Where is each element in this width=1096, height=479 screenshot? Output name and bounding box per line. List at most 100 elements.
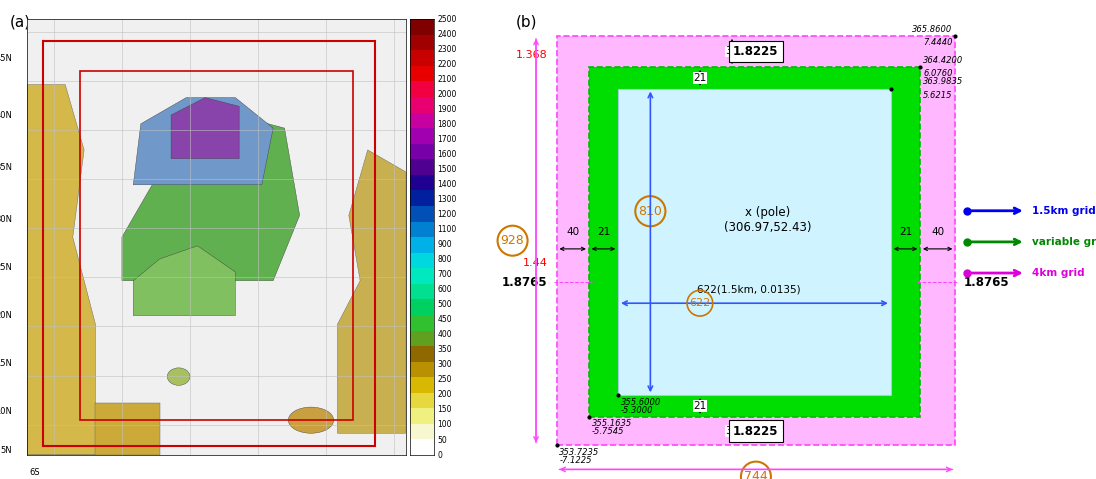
- Text: 2200: 2200: [437, 60, 457, 69]
- Bar: [410, 128, 434, 144]
- Text: 30N: 30N: [0, 215, 12, 224]
- Polygon shape: [171, 98, 239, 159]
- Text: 45N: 45N: [0, 54, 12, 63]
- Bar: [410, 377, 434, 393]
- Text: 1300: 1300: [437, 195, 457, 204]
- Text: 300: 300: [437, 360, 452, 369]
- Polygon shape: [134, 246, 236, 316]
- Text: 6S: 6S: [30, 468, 41, 477]
- Bar: [410, 97, 434, 113]
- Ellipse shape: [288, 407, 333, 433]
- Text: (b): (b): [515, 14, 537, 29]
- Text: 150: 150: [437, 405, 452, 414]
- Bar: [410, 66, 434, 81]
- Bar: [80, 71, 353, 420]
- Text: 25N: 25N: [0, 263, 12, 272]
- Text: 1500: 1500: [437, 165, 457, 174]
- Text: 1400: 1400: [437, 180, 457, 189]
- Text: 500: 500: [437, 300, 452, 309]
- Text: 40: 40: [932, 227, 945, 237]
- Text: 900: 900: [437, 240, 452, 249]
- Text: 1.368: 1.368: [516, 50, 548, 60]
- Bar: [410, 284, 434, 299]
- Bar: [410, 81, 434, 97]
- Text: 4km grid: 4km grid: [1031, 268, 1084, 278]
- Text: 200: 200: [437, 390, 452, 399]
- Text: 365.8600: 365.8600: [912, 24, 952, 34]
- Text: 622(1.5km, 0.0135): 622(1.5km, 0.0135): [697, 285, 801, 295]
- Bar: [410, 206, 434, 221]
- Text: 20N: 20N: [0, 311, 12, 320]
- Polygon shape: [122, 115, 299, 281]
- Bar: [410, 268, 434, 284]
- Text: 350: 350: [437, 345, 452, 354]
- Bar: [43, 41, 375, 446]
- Bar: [410, 362, 434, 377]
- Bar: [410, 299, 434, 315]
- Text: -5.3000: -5.3000: [621, 406, 653, 415]
- Text: 450: 450: [437, 315, 452, 324]
- Text: 1800: 1800: [437, 120, 457, 129]
- Text: 400: 400: [437, 331, 452, 339]
- Bar: [410, 253, 434, 268]
- Text: 1.44: 1.44: [523, 259, 548, 268]
- Polygon shape: [27, 85, 95, 455]
- Text: 21: 21: [694, 73, 707, 83]
- Text: 1.8225: 1.8225: [733, 45, 778, 58]
- Text: 35N: 35N: [0, 163, 12, 172]
- Bar: [410, 346, 434, 362]
- Text: 6.0760: 6.0760: [923, 69, 952, 79]
- Text: 21: 21: [597, 227, 610, 237]
- Text: 1.8765: 1.8765: [502, 276, 548, 289]
- Text: 928: 928: [501, 234, 525, 247]
- Text: 38: 38: [726, 46, 739, 57]
- FancyBboxPatch shape: [557, 36, 956, 445]
- Text: 40N: 40N: [0, 111, 12, 120]
- Bar: [410, 50, 434, 66]
- Text: 5N: 5N: [1, 446, 12, 455]
- Bar: [410, 190, 434, 206]
- Bar: [410, 408, 434, 424]
- Text: 700: 700: [437, 270, 452, 279]
- Text: 50: 50: [437, 435, 447, 445]
- Bar: [410, 315, 434, 331]
- Text: 355.1635: 355.1635: [592, 419, 632, 428]
- Text: 38: 38: [726, 426, 739, 436]
- Bar: [410, 144, 434, 159]
- Bar: [410, 221, 434, 237]
- Bar: [410, 159, 434, 175]
- Text: -5.7545: -5.7545: [592, 427, 625, 436]
- Text: 1.8765: 1.8765: [964, 276, 1009, 289]
- Text: 744: 744: [744, 470, 768, 479]
- Text: 10N: 10N: [0, 407, 12, 416]
- Text: (a): (a): [10, 14, 31, 29]
- Text: 2100: 2100: [437, 75, 457, 84]
- Bar: [410, 424, 434, 440]
- Text: 810: 810: [639, 205, 662, 218]
- Text: 1.5km grid: 1.5km grid: [1031, 206, 1095, 216]
- Bar: [410, 35, 434, 50]
- Polygon shape: [27, 403, 160, 455]
- Text: 353.7235: 353.7235: [559, 448, 600, 457]
- Polygon shape: [338, 150, 406, 433]
- Text: -7.1225: -7.1225: [559, 456, 592, 465]
- Text: 1100: 1100: [437, 225, 457, 234]
- Text: 1200: 1200: [437, 210, 457, 219]
- Text: 1900: 1900: [437, 105, 457, 114]
- Bar: [618, 89, 891, 395]
- Bar: [410, 331, 434, 346]
- FancyBboxPatch shape: [589, 67, 920, 417]
- Ellipse shape: [168, 368, 190, 385]
- Bar: [410, 19, 434, 35]
- Text: 355.6000: 355.6000: [621, 398, 661, 407]
- Bar: [410, 113, 434, 128]
- Text: 0: 0: [437, 451, 442, 459]
- Text: 2300: 2300: [437, 45, 457, 54]
- Text: 800: 800: [437, 255, 452, 264]
- Bar: [410, 440, 434, 455]
- Text: 600: 600: [437, 285, 452, 294]
- Text: 100: 100: [437, 421, 452, 430]
- Text: 1700: 1700: [437, 135, 457, 144]
- Text: 40: 40: [567, 227, 580, 237]
- Text: 5.6215: 5.6215: [923, 91, 952, 100]
